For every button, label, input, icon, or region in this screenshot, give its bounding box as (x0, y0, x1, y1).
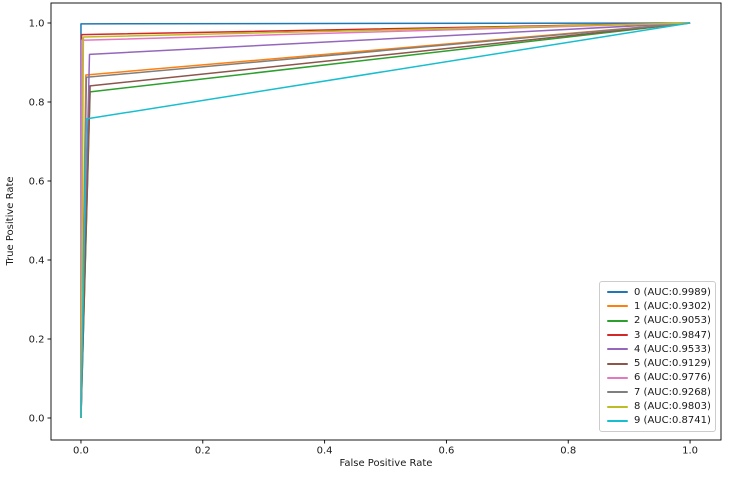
y-tick-label: 0.4 (29, 255, 45, 266)
x-tick-label: 0.8 (560, 446, 576, 457)
legend-item-class-1: 1 (AUC:0.9302) (607, 299, 711, 313)
y-tick-label: 0.2 (29, 334, 45, 345)
legend-item-class-3: 3 (AUC:0.9847) (607, 328, 711, 342)
legend-item-class-7: 7 (AUC:0.9268) (607, 385, 711, 399)
legend-item-label: 3 (AUC:0.9847) (634, 329, 711, 341)
legend-item-label: 2 (AUC:0.9053) (634, 315, 711, 327)
x-tick-label: 0.6 (438, 446, 454, 457)
x-tick-label: 0.2 (195, 446, 211, 457)
legend: 0 (AUC:0.9989) 1 (AUC:0.9302) 2 (AUC:0.905… (599, 281, 716, 432)
legend-item-class-8: 8 (AUC:0.9803) (607, 400, 711, 414)
legend-item-label: 1 (AUC:0.9302) (634, 300, 711, 312)
axes: 0.0 0.2 0.4 0.6 0.8 1.0 0.0 0.2 0.4 0.6 0.8 1.0 (29, 2, 722, 457)
legend-item-class-5: 5 (AUC:0.9129) (607, 357, 711, 371)
roc-curve-class-9 (80, 22, 691, 419)
legend-line-sample (607, 348, 628, 351)
axes-spines (50, 2, 722, 441)
legend-line-sample (607, 319, 628, 322)
legend-item-label: 5 (AUC:0.9129) (634, 358, 711, 370)
roc-curves (80, 22, 691, 419)
legend-item-label: 0 (AUC:0.9989) (634, 286, 711, 298)
legend-line-sample (607, 376, 628, 379)
y-tick-label: 1.0 (29, 18, 45, 29)
legend-line-sample (607, 391, 628, 394)
legend-line-sample (607, 405, 628, 408)
legend-item-label: 6 (AUC:0.9776) (634, 372, 711, 384)
legend-line-sample (607, 419, 628, 422)
legend-line-sample (607, 334, 628, 337)
legend-item-class-0: 0 (AUC:0.9989) (607, 285, 711, 299)
legend-item-class-9: 9 (AUC:0.8741) (607, 414, 711, 428)
roc-curve-class-8 (80, 22, 691, 419)
legend-item-label: 7 (AUC:0.9268) (634, 386, 711, 398)
legend-line-sample (607, 362, 628, 365)
legend-item-label: 9 (AUC:0.8741) (634, 415, 711, 427)
legend-item-label: 4 (AUC:0.9533) (634, 343, 711, 355)
legend-item-class-6: 6 (AUC:0.9776) (607, 371, 711, 385)
legend-item-label: 8 (AUC:0.9803) (634, 401, 711, 413)
x-tick-label: 0.0 (73, 446, 89, 457)
legend-line-sample (607, 305, 628, 308)
x-tick-label: 1.0 (682, 446, 698, 457)
y-tick-label: 0.0 (29, 413, 45, 424)
legend-item-class-4: 4 (AUC:0.9533) (607, 342, 711, 356)
x-axis-label: False Positive Rate (340, 458, 433, 469)
legend-item-class-2: 2 (AUC:0.9053) (607, 314, 711, 328)
y-tick-label: 0.8 (29, 97, 45, 108)
roc-curve-class-5 (80, 22, 691, 419)
x-tick-label: 0.4 (317, 446, 333, 457)
y-tick-label: 0.6 (29, 176, 45, 187)
legend-line-sample (607, 291, 628, 294)
y-axis-label: True Positive Rate (5, 176, 16, 266)
